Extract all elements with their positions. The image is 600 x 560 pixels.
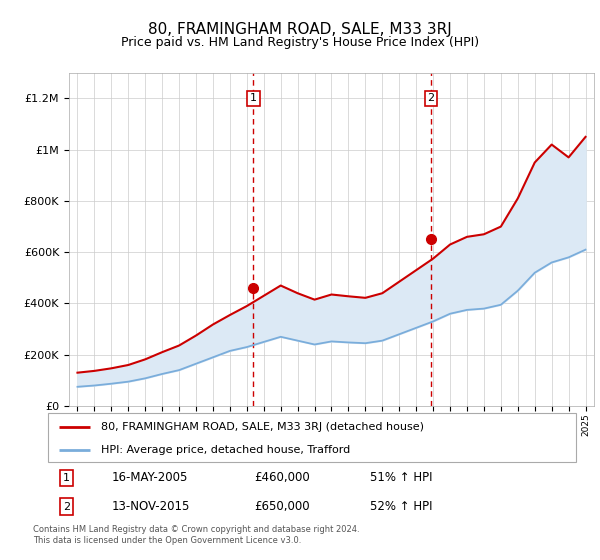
Text: 13-NOV-2015: 13-NOV-2015 bbox=[112, 500, 190, 513]
Text: £650,000: £650,000 bbox=[254, 500, 310, 513]
Text: 52% ↑ HPI: 52% ↑ HPI bbox=[370, 500, 433, 513]
Text: Contains HM Land Registry data © Crown copyright and database right 2024.
This d: Contains HM Land Registry data © Crown c… bbox=[33, 525, 359, 545]
Text: 51% ↑ HPI: 51% ↑ HPI bbox=[370, 472, 433, 484]
Text: Price paid vs. HM Land Registry's House Price Index (HPI): Price paid vs. HM Land Registry's House … bbox=[121, 36, 479, 49]
FancyBboxPatch shape bbox=[48, 413, 576, 462]
Text: 2: 2 bbox=[427, 94, 434, 104]
Text: 80, FRAMINGHAM ROAD, SALE, M33 3RJ (detached house): 80, FRAMINGHAM ROAD, SALE, M33 3RJ (deta… bbox=[101, 422, 424, 432]
Text: £460,000: £460,000 bbox=[254, 472, 310, 484]
Text: 1: 1 bbox=[250, 94, 257, 104]
Text: 16-MAY-2005: 16-MAY-2005 bbox=[112, 472, 188, 484]
Text: 2: 2 bbox=[63, 502, 70, 511]
Text: HPI: Average price, detached house, Trafford: HPI: Average price, detached house, Traf… bbox=[101, 445, 350, 455]
Text: 1: 1 bbox=[63, 473, 70, 483]
Text: 80, FRAMINGHAM ROAD, SALE, M33 3RJ: 80, FRAMINGHAM ROAD, SALE, M33 3RJ bbox=[148, 22, 452, 38]
